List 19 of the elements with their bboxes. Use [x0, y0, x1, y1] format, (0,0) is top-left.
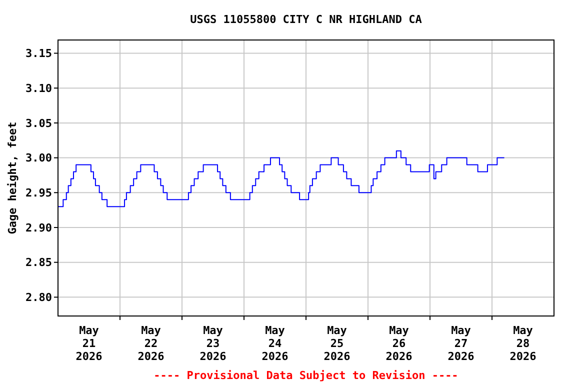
y-tick-label: 3.05	[26, 116, 52, 130]
x-tick-label: May 22 2026	[138, 324, 165, 363]
x-tick-label: May 21 2026	[76, 324, 103, 363]
x-tick-label: May 23 2026	[200, 324, 227, 363]
x-tick-label: May 28 2026	[510, 324, 537, 363]
y-tick-label: 2.85	[26, 256, 52, 270]
x-tick-label: May 27 2026	[448, 324, 475, 363]
x-tick-label: May 24 2026	[262, 324, 289, 363]
x-tick-label: May 26 2026	[386, 324, 413, 363]
chart-title: USGS 11055800 CITY C NR HIGHLAND CA	[190, 13, 422, 26]
y-tick-label: 2.95	[26, 186, 52, 200]
text: ---- Provisional Data Subject to Revision ----	[154, 369, 458, 382]
y-tick-label: 3.15	[26, 47, 52, 60]
y-axis-title: Gage height, feet	[6, 122, 19, 234]
x-tick-label: May 25 2026	[324, 324, 351, 363]
y-tick-label: 3.00	[26, 152, 52, 165]
y-tick-label: 3.10	[26, 82, 52, 95]
y-tick-label: 2.80	[26, 291, 52, 304]
y-tick-label: 2.90	[26, 221, 52, 234]
